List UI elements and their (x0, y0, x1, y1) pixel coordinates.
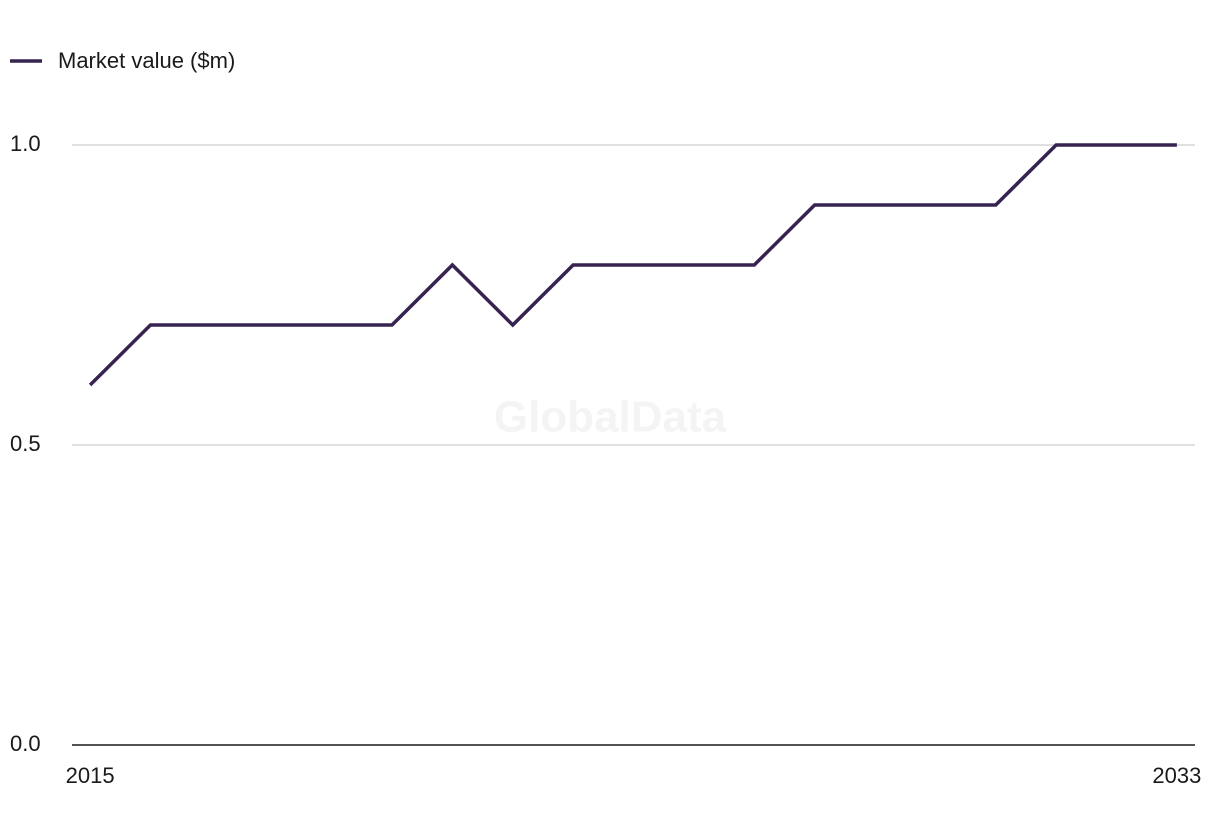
x-tick-label: 2015 (66, 763, 115, 788)
x-tick-label: 2033 (1152, 763, 1201, 788)
line (88, 143, 1177, 387)
legend-label: Market value ($m) (58, 48, 235, 73)
y-tick-label: 0.5 (10, 431, 41, 456)
y-tick-label: 0.0 (10, 731, 41, 756)
watermark: GlobalData (494, 393, 727, 442)
y-tick-label: 1.0 (10, 131, 41, 156)
